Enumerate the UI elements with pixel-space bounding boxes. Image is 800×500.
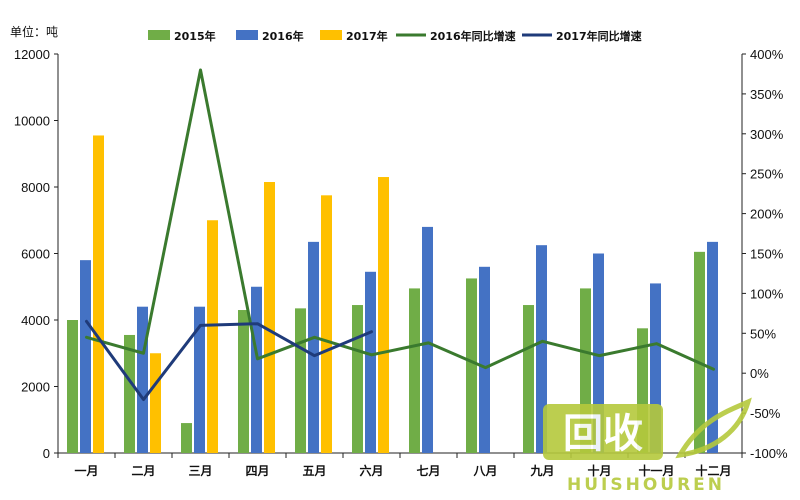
y-axis-right: -100% -50% 0% 50% 100% 150% 200% 250% 300% 350% 40… bbox=[741, 47, 788, 461]
line-2016年同比增速 bbox=[85, 68, 715, 371]
bar-2015年-五月 bbox=[295, 308, 306, 453]
bar-2015年-九月 bbox=[523, 305, 534, 453]
x-tick-label: 十一月 bbox=[638, 463, 674, 478]
bar-2017年-二月 bbox=[150, 353, 161, 453]
bar-2015年-一月 bbox=[67, 320, 78, 453]
bar-2015年-十一月 bbox=[637, 328, 648, 453]
y-left-tick-label: 2000 bbox=[21, 380, 50, 395]
lines bbox=[85, 68, 715, 402]
bar-2016年-二月 bbox=[137, 306, 148, 453]
x-tick-label: 六月 bbox=[359, 463, 383, 478]
y-right-tick-label: 0% bbox=[750, 366, 769, 381]
bar-2016年-十月 bbox=[593, 253, 604, 453]
bars bbox=[67, 135, 718, 453]
bar-2017年-三月 bbox=[207, 220, 218, 453]
legend-label-2017年同比增速: 2017年同比增速 bbox=[556, 29, 642, 43]
x-tick-label: 四月 bbox=[245, 464, 269, 478]
y-right-tick-label: -100% bbox=[750, 446, 788, 461]
x-tick-label: 十二月 bbox=[695, 463, 731, 478]
legend-label-2015年: 2015年 bbox=[174, 29, 216, 43]
x-tick-label: 七月 bbox=[416, 464, 440, 478]
y-right-tick-label: 100% bbox=[750, 286, 784, 301]
bar-2017年-五月 bbox=[321, 195, 332, 453]
y-axis-left: 0 2000 4000 6000 8000 10000 12000 bbox=[14, 47, 59, 461]
watermark-main-text: 回收 bbox=[563, 411, 643, 457]
bar-2017年-四月 bbox=[264, 182, 275, 453]
bar-2016年-十二月 bbox=[707, 241, 718, 453]
bar-2017年-一月 bbox=[93, 135, 104, 453]
watermark-leaf-icon bbox=[675, 397, 752, 459]
bar-2016年-一月 bbox=[80, 260, 91, 453]
bar-2016年-六月 bbox=[365, 271, 376, 453]
legend: 2015年 2016年 2017年 2016年同比增速 2017年同比增速 bbox=[148, 29, 642, 43]
bar-2016年-十一月 bbox=[650, 283, 661, 453]
y-right-tick-label: 300% bbox=[750, 127, 784, 142]
y-left-tick-label: 0 bbox=[43, 446, 50, 461]
y-right-tick-label: 200% bbox=[750, 207, 784, 222]
bar-2016年-九月 bbox=[536, 245, 547, 453]
legend-swatch-2016年 bbox=[236, 30, 258, 40]
y-right-tick-label: -50% bbox=[750, 406, 781, 421]
legend-label-2016年同比增速: 2016年同比增速 bbox=[430, 29, 516, 43]
legend-label-2017年: 2017年 bbox=[346, 29, 388, 43]
bar-2016年-三月 bbox=[194, 306, 205, 453]
bar-2016年-八月 bbox=[479, 266, 490, 453]
bar-2015年-七月 bbox=[409, 288, 420, 453]
y-right-tick-label: 50% bbox=[750, 326, 776, 341]
watermark-sub-text: HUISHOUREN bbox=[567, 475, 725, 495]
legend-swatch-2015年 bbox=[148, 30, 170, 40]
x-tick-label: 八月 bbox=[472, 464, 497, 478]
unit-label: 单位：吨 bbox=[10, 24, 58, 39]
x-tick-label: 五月 bbox=[302, 464, 326, 478]
bar-2015年-三月 bbox=[181, 423, 192, 453]
line-2017年同比增速 bbox=[85, 319, 373, 402]
bar-2016年-七月 bbox=[422, 226, 433, 453]
bar-2017年-六月 bbox=[378, 177, 389, 453]
y-left-tick-label: 4000 bbox=[21, 313, 50, 328]
legend-label-2016年: 2016年 bbox=[262, 29, 304, 43]
x-tick-label: 九月 bbox=[529, 463, 554, 478]
bar-2015年-二月 bbox=[124, 334, 135, 453]
y-left-tick-label: 8000 bbox=[21, 180, 50, 195]
bar-2015年-四月 bbox=[238, 310, 249, 453]
bar-2016年-四月 bbox=[251, 286, 262, 453]
x-tick-label: 二月 bbox=[131, 464, 155, 478]
y-right-tick-label: 400% bbox=[750, 47, 784, 62]
bar-2015年-八月 bbox=[466, 278, 477, 453]
bar-2015年-十二月 bbox=[694, 251, 705, 453]
y-left-tick-label: 6000 bbox=[21, 247, 50, 262]
x-tick-label: 一月 bbox=[74, 464, 98, 478]
y-right-tick-label: 350% bbox=[750, 87, 784, 102]
watermark: 回收 HUISHOUREN bbox=[543, 397, 752, 495]
bar-2015年-六月 bbox=[352, 305, 363, 453]
y-right-tick-label: 250% bbox=[750, 167, 784, 182]
x-tick-label: 三月 bbox=[188, 464, 212, 478]
y-right-tick-label: 150% bbox=[750, 247, 784, 262]
watermark-box bbox=[543, 404, 663, 460]
bar-2015年-十月 bbox=[580, 288, 591, 453]
legend-swatch-2017年 bbox=[320, 30, 342, 40]
x-tick-label: 十月 bbox=[587, 463, 611, 478]
y-left-tick-label: 12000 bbox=[14, 47, 50, 62]
bar-2016年-五月 bbox=[308, 241, 319, 453]
y-left-tick-label: 10000 bbox=[14, 114, 50, 129]
